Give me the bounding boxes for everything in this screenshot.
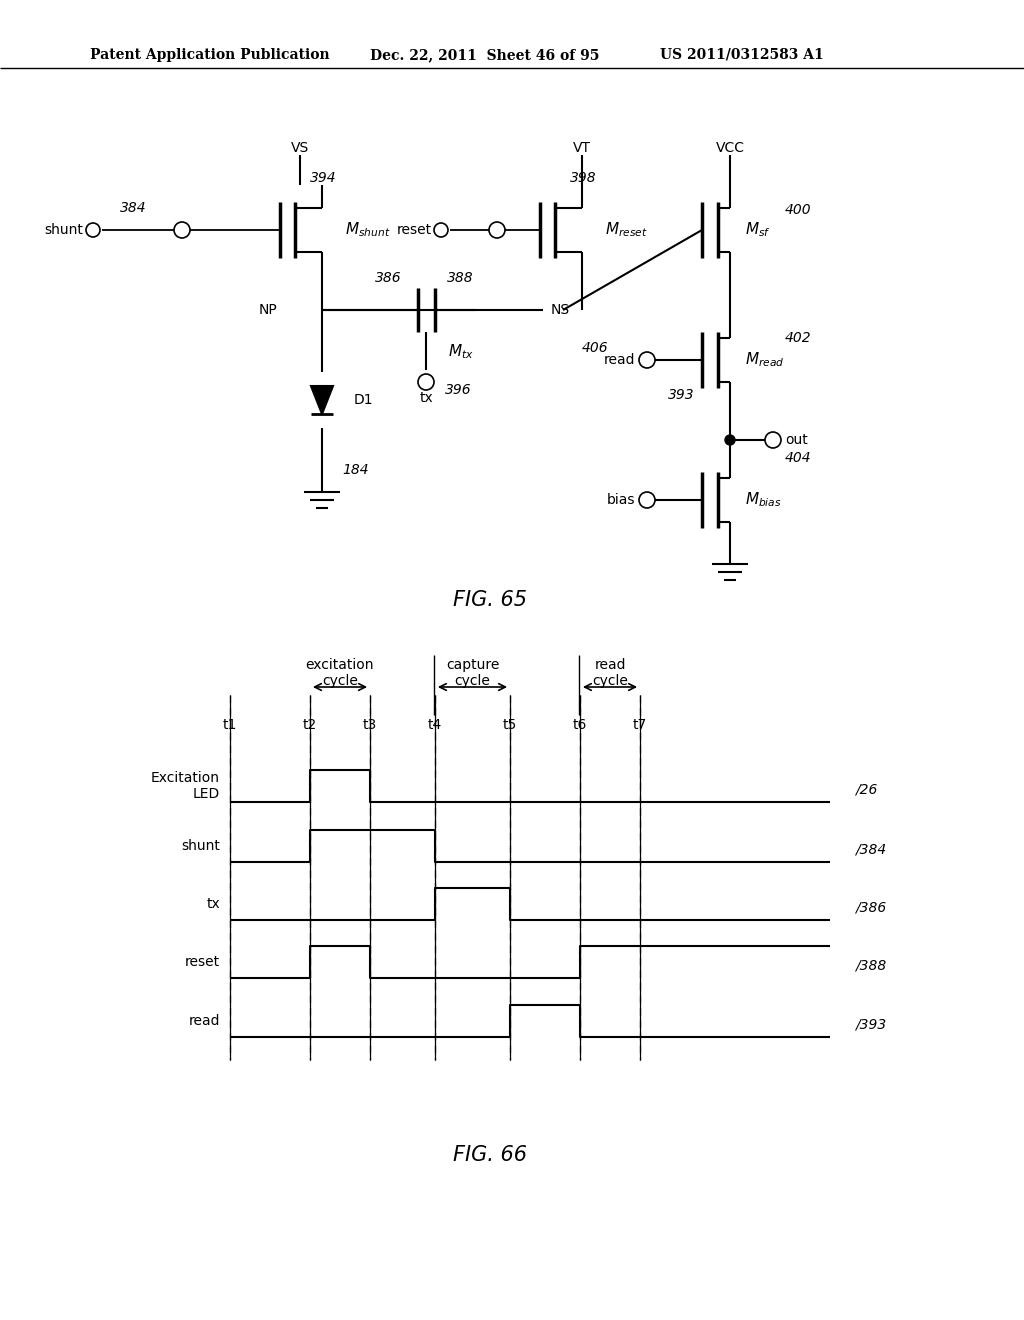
Text: $M_{read}$: $M_{read}$ — [745, 351, 784, 370]
Text: t2: t2 — [303, 718, 317, 733]
Text: 388: 388 — [446, 271, 473, 285]
Text: 384: 384 — [120, 201, 146, 215]
Text: tx: tx — [206, 898, 220, 911]
Text: 404: 404 — [785, 451, 812, 465]
Text: 394: 394 — [310, 172, 337, 185]
Text: US 2011/0312583 A1: US 2011/0312583 A1 — [660, 48, 823, 62]
Text: VS: VS — [291, 141, 309, 154]
Text: 402: 402 — [785, 331, 812, 345]
Text: shunt: shunt — [181, 840, 220, 853]
Text: t3: t3 — [362, 718, 377, 733]
Text: /393: /393 — [855, 1018, 886, 1031]
Text: shunt: shunt — [44, 223, 83, 238]
Text: t6: t6 — [572, 718, 587, 733]
Text: cycle: cycle — [592, 675, 628, 688]
Text: Dec. 22, 2011  Sheet 46 of 95: Dec. 22, 2011 Sheet 46 of 95 — [370, 48, 599, 62]
Text: capture: capture — [445, 657, 499, 672]
Text: t5: t5 — [503, 718, 517, 733]
Text: cycle: cycle — [455, 675, 490, 688]
Text: t4: t4 — [428, 718, 442, 733]
Text: read: read — [603, 352, 635, 367]
Text: bias: bias — [606, 492, 635, 507]
Text: /26: /26 — [855, 783, 878, 796]
Circle shape — [434, 223, 449, 238]
Text: /388: /388 — [855, 958, 886, 973]
Text: 393: 393 — [668, 388, 694, 403]
Text: FIG. 65: FIG. 65 — [453, 590, 527, 610]
Text: excitation: excitation — [306, 657, 374, 672]
Circle shape — [489, 222, 505, 238]
Text: reset: reset — [397, 223, 432, 238]
Text: D1: D1 — [354, 393, 374, 407]
Circle shape — [86, 223, 100, 238]
Text: 396: 396 — [445, 383, 472, 397]
Polygon shape — [311, 385, 333, 414]
Text: VT: VT — [573, 141, 591, 154]
Text: NP: NP — [258, 304, 278, 317]
Text: Excitation
LED: Excitation LED — [151, 771, 220, 801]
Text: $M_{reset}$: $M_{reset}$ — [605, 220, 648, 239]
Text: 386: 386 — [375, 271, 401, 285]
Text: t7: t7 — [633, 718, 647, 733]
Text: $M_{sf}$: $M_{sf}$ — [745, 220, 771, 239]
Text: read: read — [188, 1014, 220, 1028]
Text: 398: 398 — [570, 172, 597, 185]
Text: /384: /384 — [855, 842, 886, 857]
Text: 184: 184 — [342, 463, 369, 477]
Text: NS: NS — [551, 304, 570, 317]
Text: t1: t1 — [223, 718, 238, 733]
Text: reset: reset — [185, 954, 220, 969]
Circle shape — [418, 374, 434, 389]
Text: $M_{tx}$: $M_{tx}$ — [449, 343, 474, 362]
Circle shape — [765, 432, 781, 447]
Text: $M_{shunt}$: $M_{shunt}$ — [345, 220, 390, 239]
Circle shape — [639, 352, 655, 368]
Text: out: out — [785, 433, 808, 447]
Text: VCC: VCC — [716, 141, 744, 154]
Text: tx: tx — [419, 391, 433, 405]
Text: $M_{bias}$: $M_{bias}$ — [745, 491, 781, 510]
Circle shape — [174, 222, 190, 238]
Text: 406: 406 — [582, 341, 608, 355]
Circle shape — [725, 436, 735, 445]
Text: read: read — [594, 657, 626, 672]
Text: Patent Application Publication: Patent Application Publication — [90, 48, 330, 62]
Text: FIG. 66: FIG. 66 — [453, 1144, 527, 1166]
Text: cycle: cycle — [323, 675, 358, 688]
Text: /386: /386 — [855, 900, 886, 915]
Text: 400: 400 — [785, 203, 812, 216]
Circle shape — [639, 492, 655, 508]
